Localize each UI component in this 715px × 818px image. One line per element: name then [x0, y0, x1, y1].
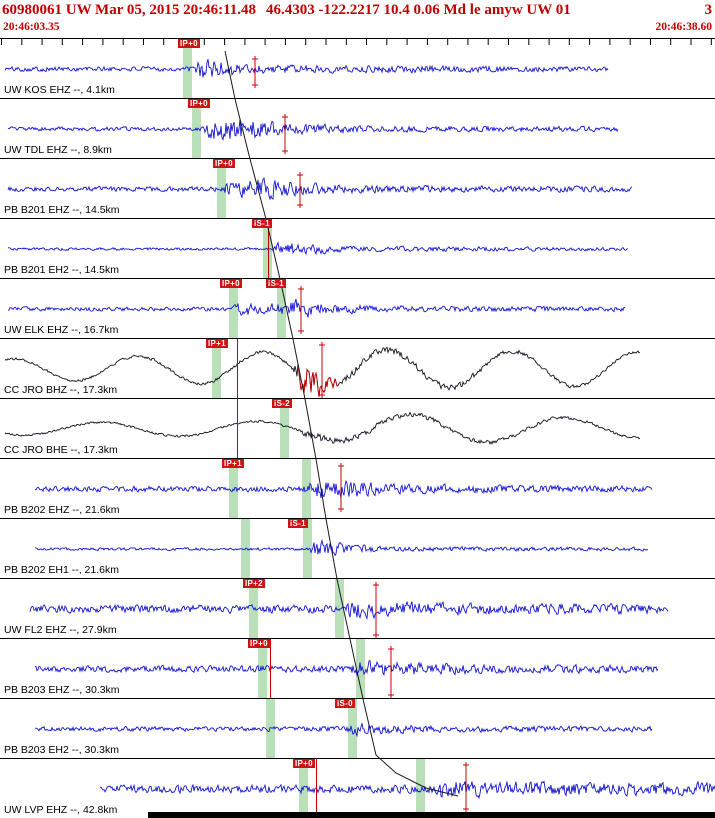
waveform-trace — [29, 600, 669, 621]
pick-uncertainty-window[interactable] — [183, 39, 192, 98]
waveform-trace — [4, 59, 609, 78]
station-label: CC JRO BHE --, 17.3km — [4, 444, 118, 456]
picked-segment — [297, 363, 339, 397]
trace-row-uw-elk-ehz[interactable]: IP+0 iS-1 UW ELK EHZ --, 16.7km — [0, 279, 715, 339]
station-label: PB B201 EHZ --, 14.5km — [4, 204, 120, 216]
trace-row-cc-jro-bhz[interactable]: IP+1 CC JRO BHZ --, 17.3km — [0, 339, 715, 399]
waveform-trace — [4, 411, 641, 445]
event-count: 3 — [704, 2, 713, 18]
pick-flag[interactable]: IP+2 — [243, 579, 265, 588]
trace-panel[interactable]: IP+0 UW KOS EHZ --, 4.1km IP+0 UW TDL EHZ -… — [0, 38, 715, 818]
amplitude-cross-icon — [338, 506, 344, 512]
pick-uncertainty-window[interactable] — [212, 339, 221, 398]
amplitude-cross-icon — [338, 463, 344, 469]
amplitude-cross-icon — [252, 82, 258, 88]
station-label: PB B201 EH2 --, 14.5km — [4, 264, 119, 276]
waveform-trace — [35, 538, 649, 557]
pick-flag[interactable]: IP+0 — [188, 99, 210, 108]
trace-row-uw-fl2-ehz[interactable]: IP+2 UW FL2 EHZ --, 27.9km — [0, 579, 715, 639]
bottom-frame-bar — [148, 812, 715, 818]
station-label: CC JRO BHZ --, 17.3km — [4, 384, 118, 396]
waveform-trace — [7, 119, 619, 141]
pick-flag[interactable]: iS-1 — [266, 279, 286, 288]
pick-time-line[interactable] — [316, 759, 317, 818]
amplitude-cross-icon — [373, 582, 379, 588]
station-label: UW TDL EHZ --, 8.9km — [4, 144, 112, 156]
trace-row-pb-b202-eh1[interactable]: iS-1 PB B202 EH1 --, 21.6km — [0, 519, 715, 579]
pick-flag[interactable]: IP+1 — [222, 459, 244, 468]
event-location-magnitude: 46.4303 -122.2217 10.4 0.06 Md le amyw U… — [266, 2, 571, 18]
event-header: 60980061 UW Mar 05, 2015 20:46:11.48 46.… — [0, 0, 715, 20]
station-label: UW ELK EHZ --, 16.7km — [4, 324, 119, 336]
pick-flag[interactable]: IP+0 — [178, 39, 200, 48]
pick-flag[interactable]: iS-0 — [335, 699, 355, 708]
amplitude-cross-icon — [463, 806, 469, 812]
station-label: PB B203 EHZ --, 30.3km — [4, 684, 120, 696]
amplitude-cross-icon — [282, 114, 288, 120]
trace-row-pb-b201-ehz[interactable]: IP+0 PB B201 EHZ --, 14.5km — [0, 159, 715, 219]
amplitude-cross-icon — [298, 286, 304, 292]
station-label: UW LVP EHZ --, 42.8km — [4, 804, 118, 816]
event-summary: 60980061 UW Mar 05, 2015 20:46:11.48 — [2, 2, 257, 18]
amplitude-cross-icon — [319, 342, 325, 348]
amplitude-cross-icon — [463, 762, 469, 768]
amplitude-cross-icon — [298, 328, 304, 334]
pick-flag[interactable]: IP+0 — [293, 759, 315, 768]
amplitude-cross-icon — [388, 692, 394, 698]
window-end-time: 20:46:38.60 — [655, 21, 712, 33]
pick-time-line[interactable] — [237, 339, 238, 398]
waveform-trace — [7, 298, 626, 318]
amplitude-cross-icon — [373, 632, 379, 638]
window-start-time: 20:46:03.35 — [3, 21, 60, 33]
waveform-trace — [34, 479, 653, 499]
station-label: PB B202 EHZ --, 21.6km — [4, 504, 120, 516]
pick-time-line[interactable] — [270, 639, 271, 698]
waveform-trace — [34, 659, 659, 677]
pick-flag[interactable]: IP+0 — [213, 159, 235, 168]
trace-row-uw-kos-ehz[interactable]: IP+0 UW KOS EHZ --, 4.1km — [0, 39, 715, 99]
waveform-trace — [7, 176, 633, 201]
pick-flag[interactable]: IP+1 — [206, 339, 228, 348]
waveform-trace — [7, 241, 629, 256]
waveform-trace — [34, 723, 653, 738]
trace-row-pb-b203-eh2[interactable]: iS-0 PB B203 EH2 --, 30.3km — [0, 699, 715, 759]
pick-flag[interactable]: iS-2 — [272, 399, 292, 408]
trace-row-pb-b201-eh2[interactable]: iS-1 PB B201 EH2 --, 14.5km — [0, 219, 715, 279]
amplitude-cross-icon — [297, 202, 303, 208]
trace-row-uw-lvp-ehz[interactable]: IP+0 UW LVP EHZ --, 42.8km — [0, 759, 715, 818]
station-label: PB B203 EH2 --, 30.3km — [4, 744, 119, 756]
pick-time-line[interactable] — [237, 399, 238, 458]
station-label: UW FL2 EHZ --, 27.9km — [4, 624, 117, 636]
trace-row-pb-b203-ehz[interactable]: IP+0 PB B203 EHZ --, 30.3km — [0, 639, 715, 699]
trace-row-uw-tdl-ehz[interactable]: IP+0 UW TDL EHZ --, 8.9km — [0, 99, 715, 159]
amplitude-cross-icon — [282, 148, 288, 154]
amplitude-cross-icon — [297, 172, 303, 178]
trace-row-pb-b202-ehz[interactable]: IP+1 PB B202 EHZ --, 21.6km — [0, 459, 715, 519]
station-label: PB B202 EH1 --, 21.6km — [4, 564, 119, 576]
trace-row-cc-jro-bhe[interactable]: iS-2 CC JRO BHE --, 17.3km — [0, 399, 715, 459]
station-label: UW KOS EHZ --, 4.1km — [4, 84, 115, 96]
pick-flag[interactable]: IP+0 — [248, 639, 270, 648]
waveform-trace — [99, 780, 715, 800]
pick-flag[interactable]: iS-1 — [252, 219, 272, 228]
pick-flag[interactable]: IP+0 — [220, 279, 242, 288]
time-window-bar: 20:46:03.35 20:46:38.60 — [0, 20, 715, 38]
amplitude-cross-icon — [388, 646, 394, 652]
amplitude-cross-icon — [252, 56, 258, 62]
pick-flag[interactable]: iS-1 — [288, 519, 308, 528]
